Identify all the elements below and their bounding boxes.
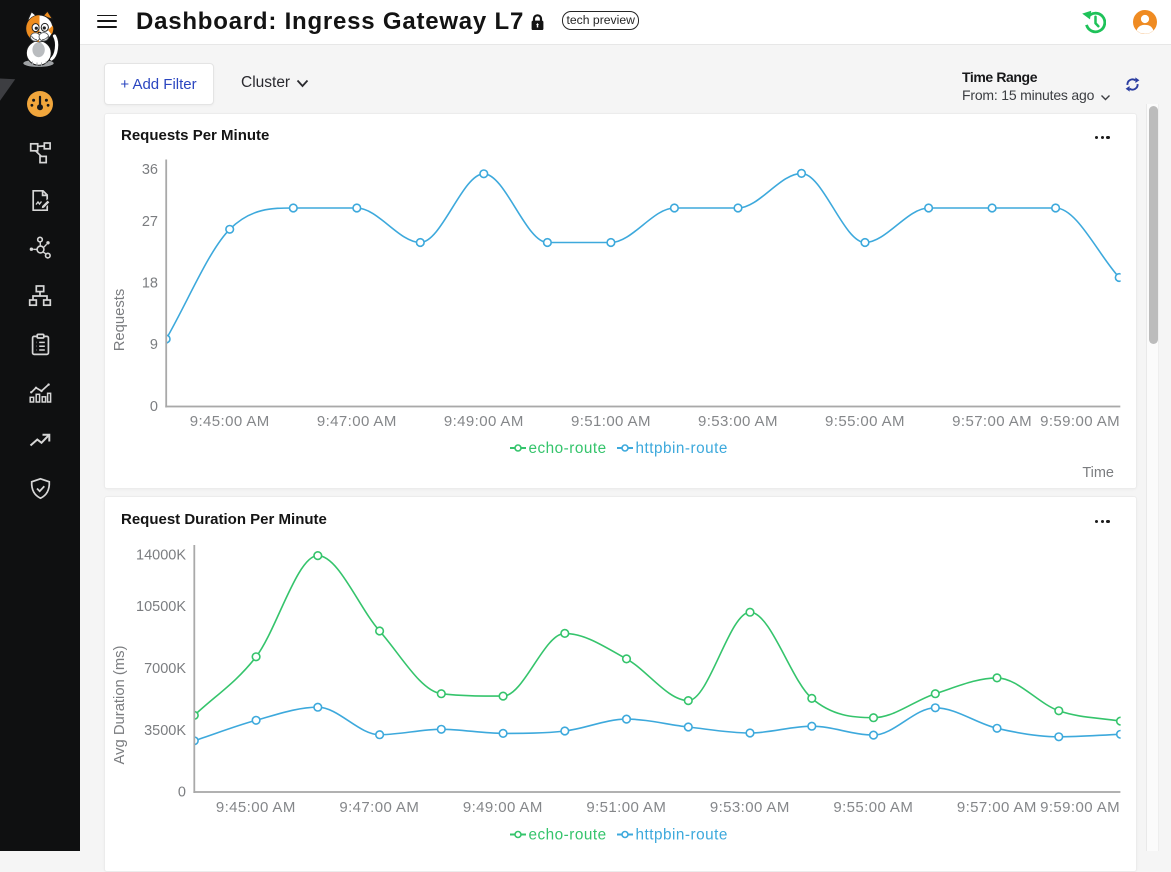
svg-text:9:51:00 AM: 9:51:00 AM: [586, 799, 666, 816]
svg-text:9:53:00 AM: 9:53:00 AM: [698, 413, 778, 430]
svg-text:Avg Duration (ms): Avg Duration (ms): [112, 645, 128, 764]
svg-text:9:59:00 AM: 9:59:00 AM: [1040, 413, 1120, 430]
svg-text:echo-route: echo-route: [529, 827, 607, 844]
svg-text:18: 18: [142, 276, 158, 292]
svg-text:9:51:00 AM: 9:51:00 AM: [571, 413, 651, 430]
svg-text:Requests: Requests: [112, 289, 128, 352]
svg-text:10500K: 10500K: [136, 599, 186, 615]
svg-text:9:57:00 AM: 9:57:00 AM: [957, 799, 1037, 816]
svg-text:echo-route: echo-route: [529, 440, 607, 457]
svg-text:9:55:00 AM: 9:55:00 AM: [833, 799, 913, 816]
svg-text:9:57:00 AM: 9:57:00 AM: [952, 413, 1032, 430]
svg-text:9:45:00 AM: 9:45:00 AM: [190, 413, 270, 430]
svg-text:3500K: 3500K: [144, 723, 186, 739]
svg-text:7000K: 7000K: [144, 661, 186, 677]
svg-text:0: 0: [178, 785, 186, 801]
svg-text:36: 36: [142, 162, 158, 178]
svg-text:9:53:00 AM: 9:53:00 AM: [710, 799, 790, 816]
svg-text:9:47:00 AM: 9:47:00 AM: [317, 413, 397, 430]
svg-text:0: 0: [150, 399, 158, 415]
svg-text:9:49:00 AM: 9:49:00 AM: [463, 799, 543, 816]
svg-text:9:59:00 AM: 9:59:00 AM: [1040, 799, 1120, 816]
svg-text:14000K: 14000K: [136, 548, 186, 564]
svg-text:httpbin-route: httpbin-route: [636, 440, 728, 457]
svg-text:27: 27: [142, 214, 158, 230]
svg-text:9:45:00 AM: 9:45:00 AM: [216, 799, 296, 816]
svg-text:Time: Time: [1082, 465, 1114, 481]
svg-text:9:49:00 AM: 9:49:00 AM: [444, 413, 524, 430]
svg-text:9:55:00 AM: 9:55:00 AM: [825, 413, 905, 430]
svg-text:httpbin-route: httpbin-route: [636, 827, 728, 844]
svg-text:9: 9: [150, 337, 158, 353]
svg-text:9:47:00 AM: 9:47:00 AM: [339, 799, 419, 816]
